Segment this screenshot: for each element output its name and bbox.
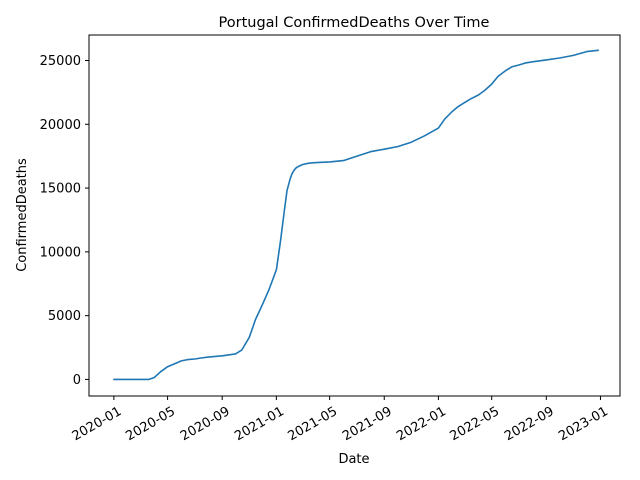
axes-frame [88, 34, 621, 397]
y-tick-label: 10000 [40, 245, 81, 260]
y-tick-label: 25000 [40, 54, 81, 69]
y-axis: 0 5000 10000 15000 20000 25000 [40, 54, 89, 388]
y-axis-label: ConfirmedDeaths [15, 158, 30, 272]
y-tick-label: 5000 [48, 309, 81, 324]
chart-title: Portugal ConfirmedDeaths Over Time [219, 15, 490, 31]
series-line-0 [113, 49, 600, 381]
plot-area [113, 49, 600, 381]
y-tick-label: 20000 [40, 118, 81, 133]
x-axis-label: Date [338, 452, 369, 467]
y-tick-label: 15000 [40, 182, 81, 197]
y-tick-label: 0 [73, 373, 81, 388]
